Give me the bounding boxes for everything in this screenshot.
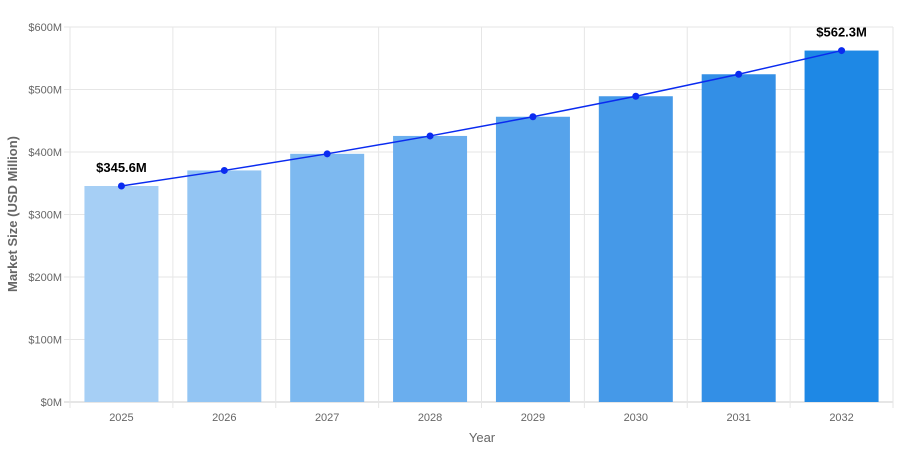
trend-point-2026	[220, 166, 228, 174]
x-tick-label: 2032	[829, 412, 853, 424]
y-axis-ticks: $0M $100M $200M $300M $400M $500M $600M	[28, 22, 62, 409]
trend-point-2030	[632, 92, 640, 100]
bar-2030	[598, 96, 673, 402]
bar-2025	[84, 186, 159, 402]
y-tick-label: $400M	[28, 147, 62, 159]
x-tick-label: 2026	[212, 412, 236, 424]
x-tick-label: 2028	[418, 412, 442, 424]
x-axis-title: Year	[469, 430, 496, 445]
bar-2026	[187, 170, 262, 402]
y-axis-title: Market Size (USD Million)	[5, 136, 20, 292]
y-tick-label: $300M	[28, 210, 62, 222]
x-tick-label: 2027	[315, 412, 339, 424]
bar-2031	[701, 74, 776, 402]
data-label-first: $345.6M	[96, 160, 147, 175]
y-tick-label: $500M	[28, 85, 62, 97]
x-axis-ticks: 2025 2026 2027 2028 2029 2030 2031 2032	[109, 412, 854, 424]
data-label-last: $562.3M	[816, 25, 867, 40]
trend-point-2028	[426, 132, 434, 140]
y-tick-label: $600M	[28, 22, 62, 34]
y-tick-label: $100M	[28, 335, 62, 347]
x-tick-label: 2030	[624, 412, 648, 424]
bar-2028	[393, 135, 468, 402]
x-tick-label: 2025	[109, 412, 133, 424]
trend-point-2032	[838, 47, 846, 55]
trend-point-2029	[529, 113, 537, 121]
trend-point-2025	[117, 182, 125, 190]
bar-2029	[495, 116, 570, 402]
bars	[84, 50, 879, 402]
y-tick-label: $200M	[28, 272, 62, 284]
trend-line-group	[117, 47, 846, 190]
trend-point-2031	[735, 70, 743, 78]
trend-line	[121, 49, 842, 187]
x-tick-label: 2029	[521, 412, 545, 424]
bar-2032	[804, 50, 879, 402]
x-tick-label: 2031	[726, 412, 750, 424]
bar-2027	[290, 153, 365, 402]
y-tick-label: $0M	[41, 397, 62, 409]
trend-point-2027	[323, 150, 331, 158]
